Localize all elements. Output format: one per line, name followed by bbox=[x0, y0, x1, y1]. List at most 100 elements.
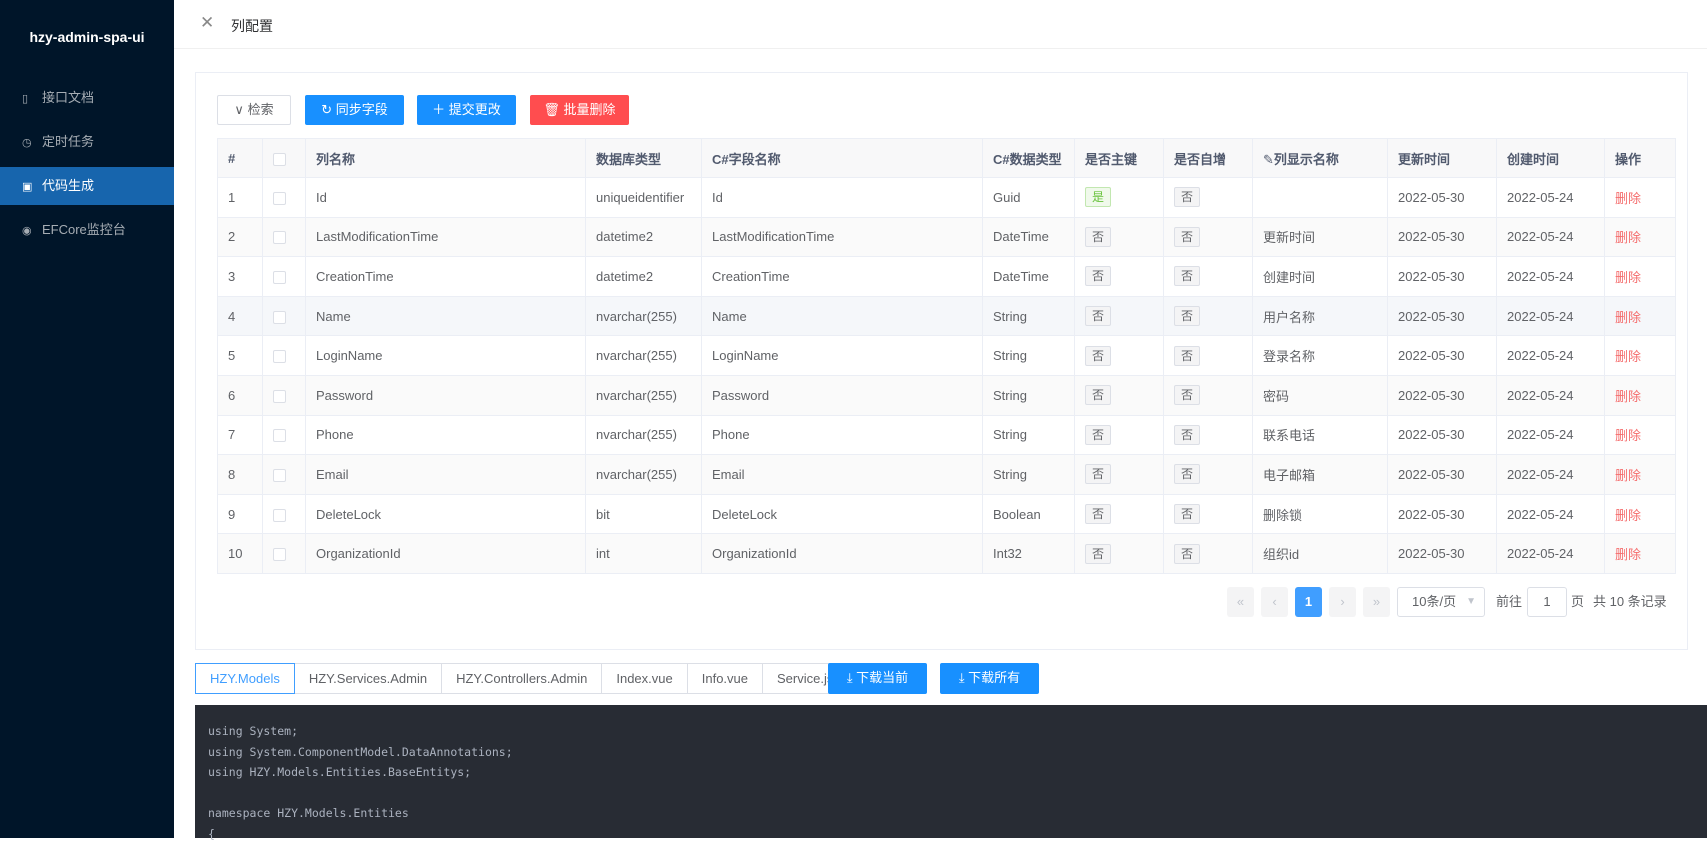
table-cell: 用户名称 bbox=[1252, 295, 1388, 337]
edit-icon: ✎ bbox=[1263, 151, 1274, 167]
sidebar-item-api-docs[interactable]: ▯ 接口文档 bbox=[0, 79, 174, 117]
row-checkbox[interactable] bbox=[273, 389, 286, 403]
primary-key-toggle[interactable]: 是 bbox=[1085, 187, 1112, 208]
select-all-checkbox[interactable] bbox=[273, 152, 286, 166]
primary-key-toggle[interactable]: 否 bbox=[1085, 504, 1112, 525]
display-name-editable[interactable]: 用户名称 bbox=[1263, 309, 1316, 325]
table-cell: 删除 bbox=[1604, 295, 1676, 337]
sidebar-item-efcore-monitor[interactable]: ◉ EFCore监控台 bbox=[0, 211, 174, 249]
code-tab[interactable]: Index.vue bbox=[602, 664, 688, 693]
button-label: 下载所有 bbox=[968, 670, 1021, 685]
delete-link[interactable]: 删除 bbox=[1615, 467, 1642, 483]
cell-text: 2022-05-24 bbox=[1507, 268, 1574, 284]
first-page-button[interactable]: « bbox=[1227, 587, 1254, 617]
header: ✕ 列配置 bbox=[174, 0, 1707, 49]
primary-key-toggle[interactable]: 否 bbox=[1085, 306, 1112, 327]
display-name-editable[interactable]: 联系电话 bbox=[1263, 428, 1316, 444]
row-checkbox[interactable] bbox=[273, 191, 286, 205]
display-name-editable[interactable]: 删除锁 bbox=[1263, 507, 1303, 523]
terminal-icon: ▣ bbox=[22, 181, 33, 193]
row-checkbox[interactable] bbox=[273, 271, 286, 285]
delete-link[interactable]: 删除 bbox=[1615, 547, 1642, 563]
row-checkbox[interactable] bbox=[273, 350, 286, 364]
delete-link[interactable]: 删除 bbox=[1615, 507, 1642, 523]
sync-fields-button[interactable]: ↻ 同步字段 bbox=[305, 95, 404, 125]
auto-increment-toggle[interactable]: 否 bbox=[1174, 385, 1201, 406]
primary-key-toggle[interactable]: 否 bbox=[1085, 543, 1112, 564]
table-cell: 2022-05-24 bbox=[1496, 493, 1605, 535]
last-page-button[interactable]: » bbox=[1363, 587, 1390, 617]
table-cell: 9 bbox=[217, 493, 263, 535]
delete-link[interactable]: 删除 bbox=[1615, 349, 1642, 365]
delete-link[interactable]: 删除 bbox=[1615, 230, 1642, 246]
table-header: # 列名称 数据库类型 C#字段名称 C#数据类型 是否主键 是否自增 ✎列显示名称 更新时间创… bbox=[217, 138, 1676, 178]
display-name-editable[interactable]: 更新时间 bbox=[1263, 230, 1316, 246]
auto-increment-toggle[interactable]: 否 bbox=[1174, 266, 1201, 287]
cell-text: Email bbox=[316, 466, 349, 482]
submit-changes-button[interactable]: ＋ 提交更改 bbox=[417, 95, 516, 125]
cell-text: 8 bbox=[228, 466, 236, 482]
row-checkbox[interactable] bbox=[273, 231, 286, 245]
display-name-editable[interactable]: 组织id bbox=[1263, 547, 1300, 563]
table-cell: DateTime bbox=[982, 216, 1075, 258]
prev-page-button[interactable]: ‹ bbox=[1261, 587, 1288, 617]
display-name-editable[interactable]: 密码 bbox=[1263, 388, 1290, 404]
auto-increment-toggle[interactable]: 否 bbox=[1174, 306, 1201, 327]
code-tab[interactable]: HZY.Services.Admin bbox=[295, 664, 443, 693]
download-all-button[interactable]: ⤓ 下载所有 bbox=[940, 663, 1039, 694]
display-name-editable[interactable]: 登录名称 bbox=[1263, 349, 1316, 365]
cell-text: Int32 bbox=[993, 546, 1022, 562]
code-tab[interactable]: Info.vue bbox=[688, 664, 763, 693]
sidebar-item-scheduled-tasks[interactable]: ◷ 定时任务 bbox=[0, 123, 174, 161]
cell-text: 2022-05-30 bbox=[1398, 348, 1465, 364]
table-cell: bit bbox=[585, 493, 702, 535]
auto-increment-toggle[interactable]: 否 bbox=[1174, 424, 1201, 445]
batch-delete-button[interactable]: 🗑 批量删除 bbox=[530, 95, 629, 125]
goto-label: 前往 bbox=[1496, 594, 1523, 609]
row-checkbox[interactable] bbox=[273, 468, 286, 482]
delete-link[interactable]: 删除 bbox=[1615, 388, 1642, 404]
auto-increment-toggle[interactable]: 否 bbox=[1174, 187, 1201, 208]
table-cell bbox=[262, 335, 306, 376]
table-cell: 否 bbox=[1074, 374, 1164, 416]
table-cell: 否 bbox=[1163, 454, 1253, 495]
primary-key-toggle[interactable]: 否 bbox=[1085, 464, 1112, 485]
column-header[interactable] bbox=[262, 138, 306, 178]
close-icon[interactable]: ✕ bbox=[200, 13, 215, 32]
display-name-editable[interactable]: 创建时间 bbox=[1263, 269, 1316, 285]
row-checkbox[interactable] bbox=[273, 429, 286, 443]
cell-text: 3 bbox=[228, 268, 236, 284]
row-checkbox[interactable] bbox=[273, 508, 286, 522]
sidebar-item-code-gen[interactable]: ▣ 代码生成 bbox=[0, 167, 174, 205]
primary-key-toggle[interactable]: 否 bbox=[1085, 345, 1112, 366]
delete-link[interactable]: 删除 bbox=[1615, 190, 1642, 206]
page-size-select[interactable]: 10条/页 ▼ bbox=[1397, 587, 1485, 617]
auto-increment-toggle[interactable]: 否 bbox=[1174, 504, 1201, 525]
code-tab[interactable]: HZY.Controllers.Admin bbox=[442, 664, 603, 693]
next-page-button[interactable]: › bbox=[1329, 587, 1356, 617]
primary-key-toggle[interactable]: 否 bbox=[1085, 226, 1112, 247]
table-cell bbox=[262, 414, 306, 456]
cell-text: 10 bbox=[228, 546, 243, 562]
table-cell: 2 bbox=[217, 216, 263, 258]
primary-key-toggle[interactable]: 否 bbox=[1085, 424, 1112, 445]
delete-link[interactable]: 删除 bbox=[1615, 269, 1642, 285]
download-current-button[interactable]: ⤓ 下载当前 bbox=[828, 663, 927, 694]
delete-link[interactable]: 删除 bbox=[1615, 309, 1642, 325]
row-checkbox[interactable] bbox=[273, 548, 286, 562]
goto-page-input[interactable]: 1 bbox=[1527, 587, 1567, 617]
auto-increment-toggle[interactable]: 否 bbox=[1174, 464, 1201, 485]
display-name-editable[interactable]: 电子邮箱 bbox=[1263, 467, 1316, 483]
download-icon: ⤓ bbox=[958, 670, 969, 685]
table-cell: Phone bbox=[305, 414, 586, 456]
auto-increment-toggle[interactable]: 否 bbox=[1174, 226, 1201, 247]
auto-increment-toggle[interactable]: 否 bbox=[1174, 345, 1201, 366]
primary-key-toggle[interactable]: 否 bbox=[1085, 385, 1112, 406]
primary-key-toggle[interactable]: 否 bbox=[1085, 266, 1112, 287]
delete-link[interactable]: 删除 bbox=[1615, 428, 1642, 444]
auto-increment-toggle[interactable]: 否 bbox=[1174, 543, 1201, 564]
code-tab[interactable]: HZY.Models bbox=[195, 663, 295, 694]
search-toggle-button[interactable]: ∨ 检索 bbox=[217, 95, 291, 125]
row-checkbox[interactable] bbox=[273, 310, 286, 324]
page-1[interactable]: 1 bbox=[1295, 587, 1322, 617]
